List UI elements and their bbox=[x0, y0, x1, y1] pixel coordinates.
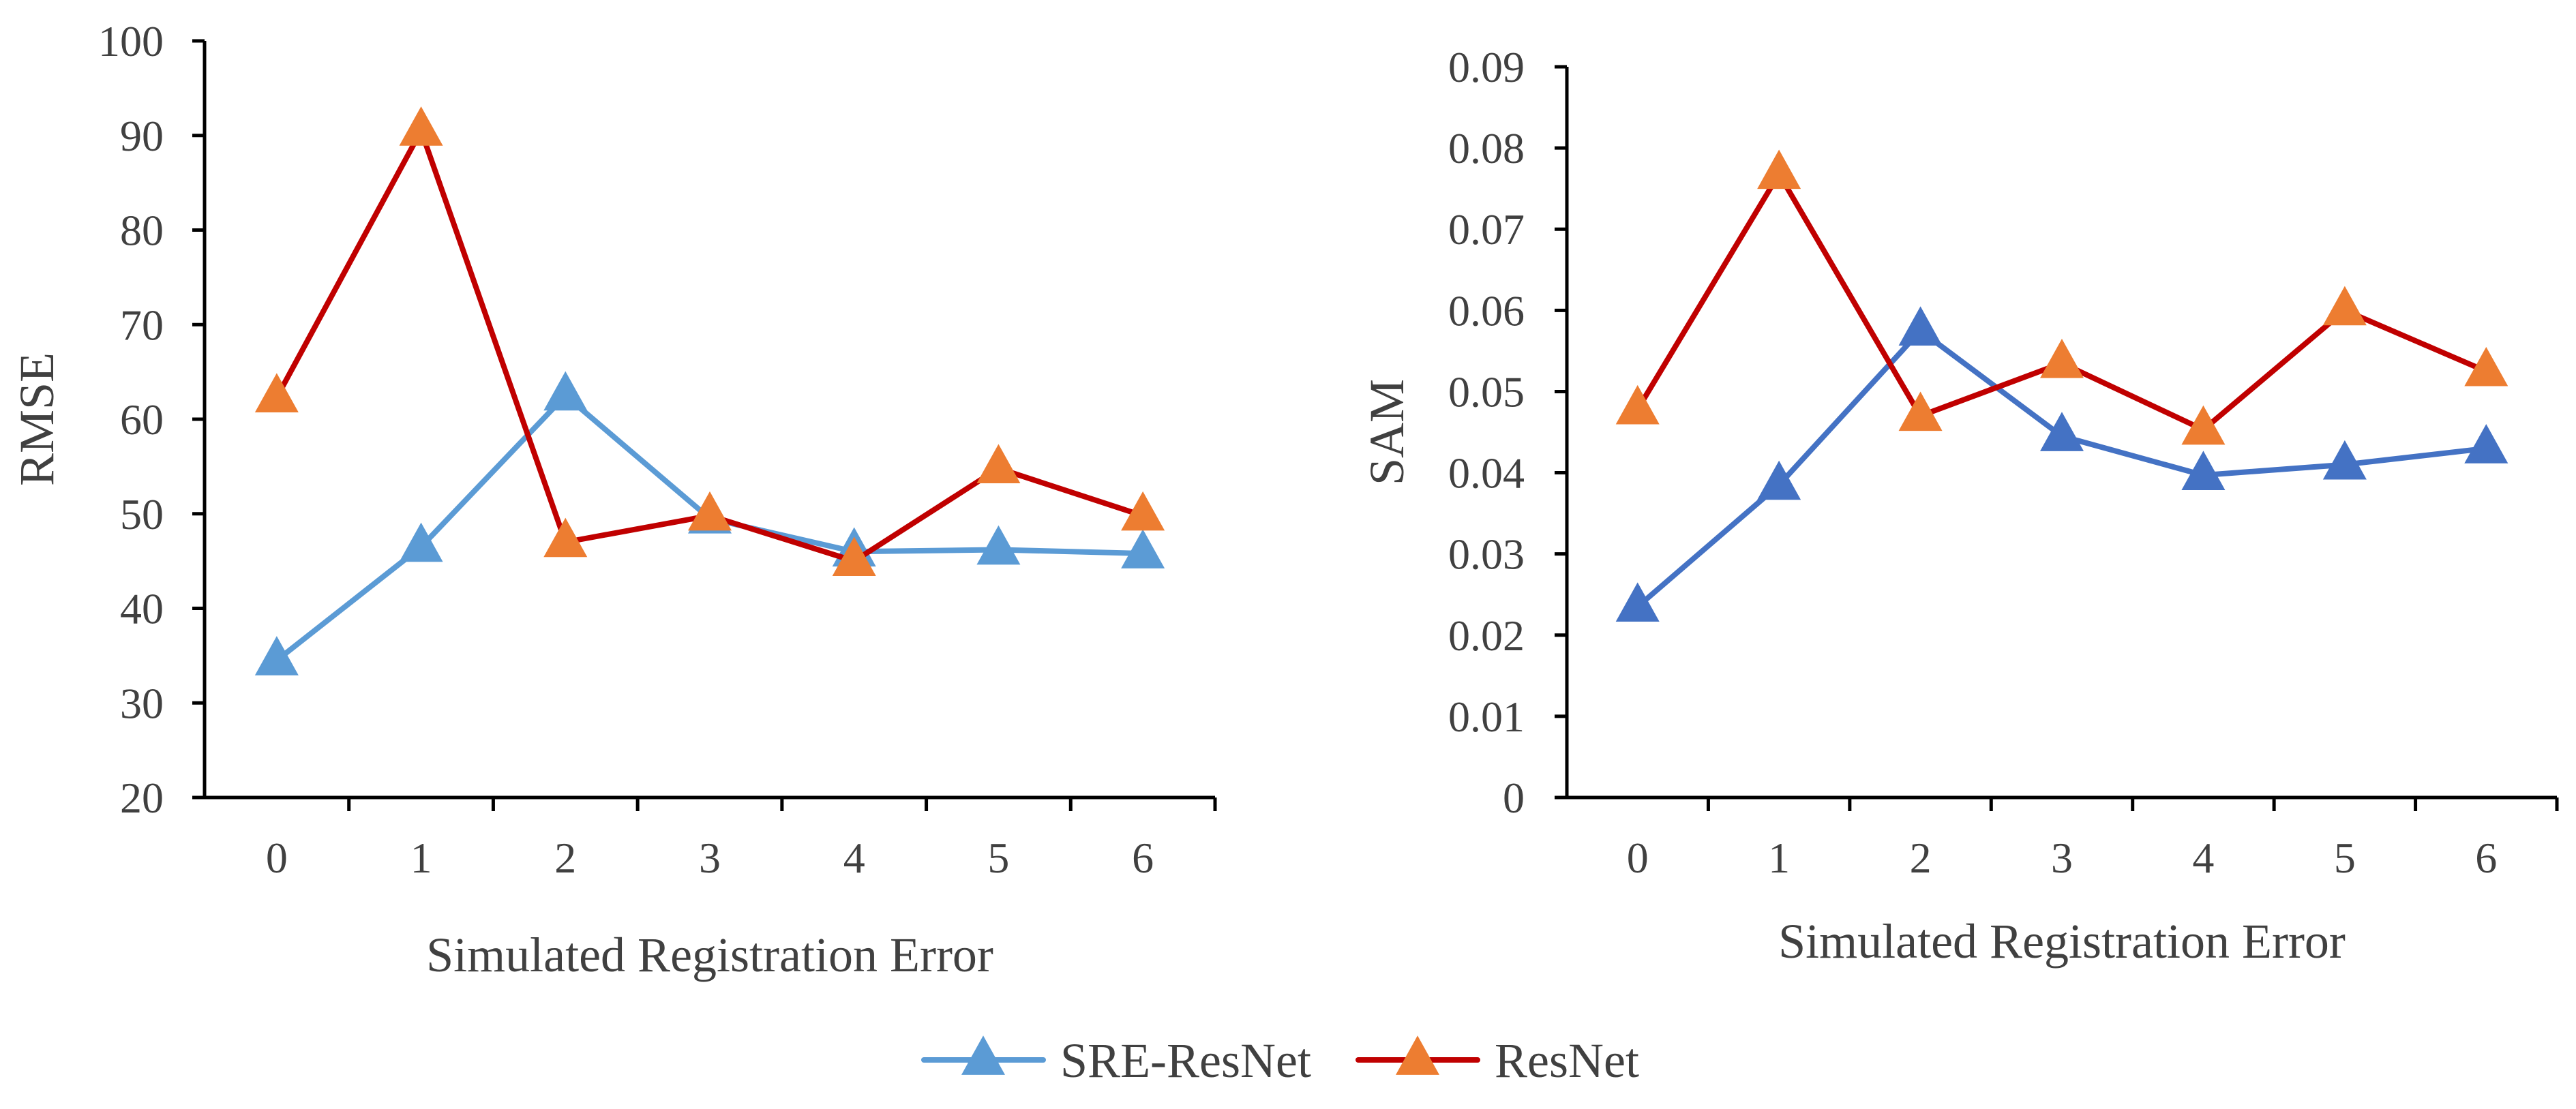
data-point-sre-resnet bbox=[1121, 529, 1165, 568]
x-tick-label: 1 bbox=[410, 834, 432, 882]
data-point-sre-resnet bbox=[254, 636, 299, 675]
y-tick-label: 70 bbox=[120, 301, 164, 349]
x-tick-label: 4 bbox=[2192, 834, 2214, 882]
legend: SRE-ResNet ResNet bbox=[921, 1033, 1639, 1088]
y-tick-label: 0.07 bbox=[1448, 205, 1525, 254]
y-tick-label: 0 bbox=[1503, 774, 1525, 822]
y-tick-label: 0.09 bbox=[1448, 43, 1525, 91]
data-point-resnet bbox=[543, 517, 588, 558]
y-tick-label: 0.03 bbox=[1448, 530, 1525, 579]
data-point-sre-resnet bbox=[2040, 412, 2084, 451]
y-tick-label: 0.04 bbox=[1448, 449, 1525, 498]
chart-rmse: 20 30 40 50 60 70 80 90 100 0 1 2 3 4 5 6 Simulated Regi… bbox=[10, 17, 1217, 982]
data-point-resnet bbox=[688, 491, 732, 531]
x-tick-label: 5 bbox=[987, 834, 1009, 882]
y-tick-label: 0.08 bbox=[1448, 124, 1525, 172]
y-axis-title: SAM bbox=[1360, 379, 1414, 485]
legend-marker-resnet bbox=[1396, 1035, 1439, 1075]
y-tick-label: 50 bbox=[120, 490, 164, 538]
data-point-sre-resnet bbox=[976, 525, 1021, 565]
data-point-sre-resnet bbox=[2464, 424, 2508, 464]
data-point-resnet bbox=[1898, 391, 1943, 431]
y-tick-label: 90 bbox=[120, 112, 164, 160]
y-tick-label: 80 bbox=[120, 207, 164, 255]
x-tick-label: 0 bbox=[1627, 834, 1649, 882]
data-point-sre-resnet bbox=[399, 522, 443, 562]
x-axis-title: Simulated Registration Error bbox=[426, 928, 993, 982]
data-point-resnet bbox=[2322, 286, 2367, 326]
data-point-sre-resnet bbox=[2181, 451, 2226, 491]
legend-label-resnet: ResNet bbox=[1495, 1033, 1639, 1088]
y-tick-label: 0.05 bbox=[1448, 367, 1525, 416]
y-tick-label: 20 bbox=[120, 774, 164, 822]
x-tick-label: 6 bbox=[2475, 834, 2497, 882]
data-point-resnet bbox=[832, 536, 876, 577]
data-point-resnet bbox=[2464, 346, 2508, 386]
data-point-resnet bbox=[976, 444, 1021, 484]
data-point-sre-resnet bbox=[1615, 582, 1660, 622]
x-tick-label: 0 bbox=[266, 834, 288, 882]
x-tick-label: 3 bbox=[2051, 834, 2073, 882]
data-point-resnet bbox=[2040, 339, 2084, 378]
y-tick-label: 100 bbox=[98, 17, 164, 65]
chart-sam: 0 0.01 0.02 0.03 0.04 0.05 0.06 0.07 0.08 0.09 0 1 2… bbox=[1360, 43, 2559, 969]
x-tick-label: 1 bbox=[1768, 834, 1790, 882]
series-line-resnet bbox=[1634, 171, 2489, 433]
data-point-resnet bbox=[1757, 149, 1801, 189]
data-point-sre-resnet bbox=[543, 371, 588, 411]
x-tick-label: 2 bbox=[554, 834, 576, 882]
data-point-resnet bbox=[1121, 491, 1165, 531]
legend-label-sre-resnet: SRE-ResNet bbox=[1060, 1033, 1311, 1088]
y-tick-label: 0.02 bbox=[1448, 611, 1525, 660]
y-tick-label: 0.01 bbox=[1448, 693, 1525, 741]
data-point-resnet bbox=[1615, 384, 1660, 425]
data-point-resnet bbox=[254, 373, 299, 412]
y-tick-label: 60 bbox=[120, 395, 164, 444]
data-point-sre-resnet bbox=[1898, 306, 1943, 346]
data-point-sre-resnet bbox=[2322, 440, 2367, 480]
legend-marker-sre-resnet bbox=[961, 1035, 1005, 1075]
y-axis-title: RMSE bbox=[10, 352, 64, 486]
x-tick-label: 3 bbox=[699, 834, 721, 882]
x-tick-label: 4 bbox=[843, 834, 865, 882]
x-axis-title: Simulated Registration Error bbox=[1778, 914, 2346, 969]
data-point-resnet bbox=[2181, 405, 2226, 445]
y-tick-label: 40 bbox=[120, 585, 164, 633]
y-tick-label: 0.06 bbox=[1448, 286, 1525, 335]
data-point-resnet bbox=[399, 106, 443, 146]
x-tick-label: 6 bbox=[1132, 834, 1154, 882]
x-tick-label: 5 bbox=[2334, 834, 2356, 882]
x-tick-label: 2 bbox=[1910, 834, 1932, 882]
data-point-sre-resnet bbox=[1757, 460, 1801, 500]
y-tick-label: 30 bbox=[120, 679, 164, 727]
